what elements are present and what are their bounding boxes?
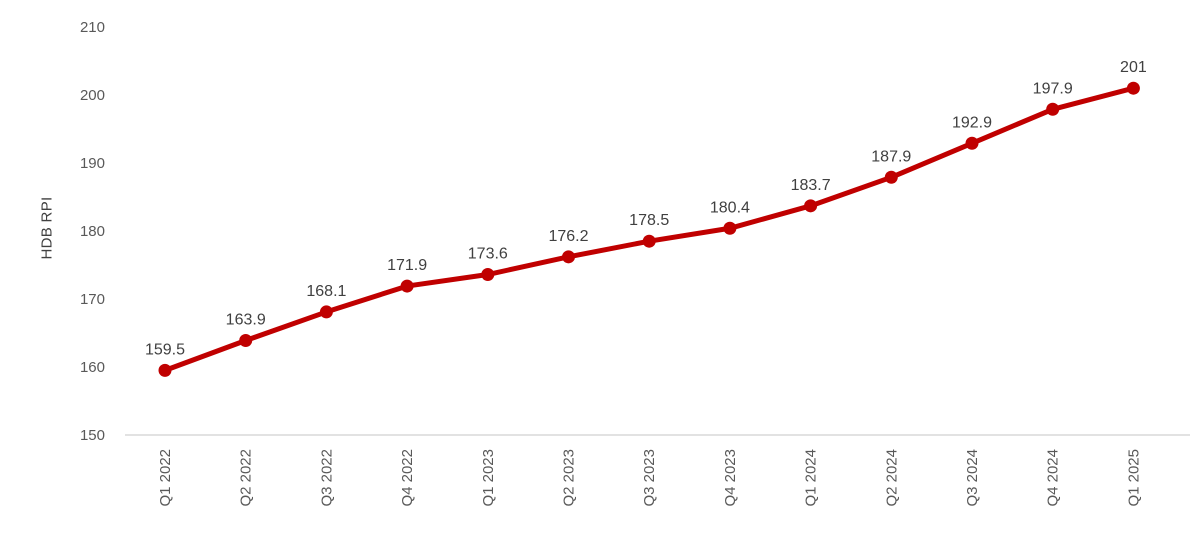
data-point-label: 159.5 <box>145 341 185 358</box>
data-point-marker <box>1046 102 1060 116</box>
x-tick-label: Q1 2024 <box>803 449 820 507</box>
x-tick-label: Q4 2024 <box>1045 449 1062 507</box>
y-tick-label: 210 <box>80 19 105 36</box>
x-tick-label: Q4 2023 <box>722 449 739 507</box>
y-axis-title: HDB RPI <box>38 196 56 260</box>
data-point-label: 180.4 <box>710 199 750 216</box>
y-tick-label: 170 <box>80 291 105 308</box>
data-point-label: 197.9 <box>1033 80 1073 97</box>
y-tick-label: 180 <box>80 223 105 240</box>
y-tick-label: 200 <box>80 87 105 104</box>
data-point-marker <box>965 136 979 150</box>
data-point-marker <box>723 221 737 235</box>
x-tick-label: Q3 2024 <box>964 449 981 507</box>
data-point-label: 178.5 <box>629 212 669 229</box>
x-tick-label: Q1 2023 <box>480 449 497 507</box>
y-tick-label: 150 <box>80 427 105 444</box>
x-tick-label: Q3 2023 <box>641 449 658 507</box>
x-tick-label: Q2 2024 <box>883 449 900 507</box>
data-point-label: 168.1 <box>306 283 346 300</box>
data-point-label: 173.6 <box>468 246 508 263</box>
data-point-marker <box>1126 81 1140 95</box>
y-tick-label: 190 <box>80 155 105 172</box>
data-point-label: 183.7 <box>791 177 831 194</box>
data-point-marker <box>804 199 818 213</box>
x-tick-label: Q2 2023 <box>561 449 578 507</box>
data-point-marker <box>400 279 414 293</box>
x-tick-label: Q1 2022 <box>157 449 174 507</box>
y-tick-label: 160 <box>80 359 105 376</box>
x-tick-label: Q3 2022 <box>318 449 335 507</box>
data-point-marker <box>158 363 172 377</box>
x-tick-label: Q4 2022 <box>399 449 416 507</box>
x-tick-label: Q2 2022 <box>238 449 255 507</box>
data-point-label: 163.9 <box>226 311 266 328</box>
data-point-marker <box>319 305 333 319</box>
data-point-marker <box>239 333 253 347</box>
data-point-label: 192.9 <box>952 114 992 131</box>
data-point-marker <box>642 234 656 248</box>
data-point-label: 201 <box>1120 59 1147 76</box>
x-tick-label: Q1 2025 <box>1125 449 1142 507</box>
data-point-marker <box>562 250 575 264</box>
data-point-label: 171.9 <box>387 257 427 274</box>
data-point-marker <box>481 268 495 282</box>
data-point-label: 187.9 <box>871 148 911 165</box>
data-point-label: 176.2 <box>548 228 588 245</box>
data-point-marker <box>884 170 898 184</box>
